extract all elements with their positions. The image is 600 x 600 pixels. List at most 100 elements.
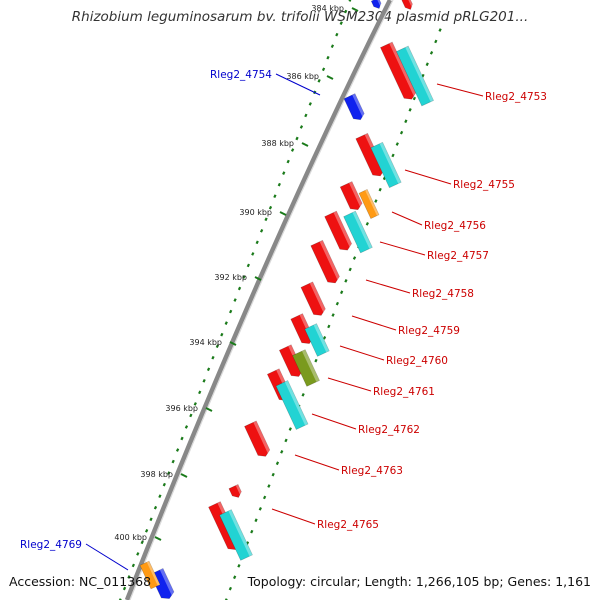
outer-scale-dot — [268, 205, 273, 210]
backbone-arc — [124, 0, 393, 600]
tick-label: 388 kbp — [261, 139, 294, 148]
inner-scale-dot — [378, 187, 382, 192]
gene-blue-block — [343, 93, 366, 121]
tick-label: 390 kbp — [239, 208, 272, 217]
inner-scale-dot — [404, 119, 408, 124]
accession-text: Accession: NC_011368 — [9, 574, 152, 589]
outer-scale-dot — [180, 436, 184, 441]
gene-leader-line — [85, 543, 129, 571]
outer-scale-dot — [140, 540, 144, 545]
gene-red-block — [300, 281, 328, 316]
inner-scale-dot — [391, 153, 395, 158]
tick-mark — [351, 7, 359, 12]
outer-scale-dot — [335, 32, 339, 37]
inner-scale-dot — [327, 324, 331, 329]
inner-scale-dot — [271, 472, 275, 477]
inner-scale-dot — [284, 438, 288, 443]
inner-scale-dot — [408, 108, 412, 112]
tick-mark — [254, 276, 262, 281]
gene-label: Rleg2_4754 — [210, 69, 272, 81]
inner-scale-dot — [233, 575, 237, 580]
gene-cyan-block — [219, 509, 253, 561]
outer-scale-dot — [144, 528, 149, 533]
outer-scale-dot — [118, 598, 122, 600]
outer-scale-dot — [348, 0, 352, 2]
gene-olive-block — [292, 349, 320, 387]
inner-scale-dot — [301, 393, 305, 397]
gene-red-top — [401, 0, 415, 10]
tick-label: 384 kbp — [311, 4, 344, 13]
tick-mark — [326, 75, 334, 80]
inner-scale-dot — [250, 529, 254, 534]
outer-scale-dot — [290, 148, 295, 152]
topology-text: Topology: circular; Length: 1,266,105 bp… — [247, 574, 591, 589]
outer-scale-dot — [326, 55, 330, 60]
gene-cyan-block — [370, 141, 402, 189]
outer-scale-dot — [211, 355, 215, 360]
outer-scale-dot — [175, 448, 180, 452]
inner-scale-dot — [224, 598, 228, 600]
outer-scale-dot — [198, 390, 202, 395]
inner-scale-dot — [434, 39, 438, 44]
tick-label: 394 kbp — [189, 338, 222, 347]
outer-scale-dot — [237, 286, 242, 291]
outer-scale-dot — [242, 275, 246, 279]
outer-scale-dot — [189, 413, 193, 418]
outer-scale-dot — [264, 217, 268, 222]
outer-scale-dot — [282, 171, 286, 175]
inner-scale-dot — [352, 256, 357, 260]
outer-scale-dot — [255, 240, 259, 245]
outer-scale-dot — [220, 332, 224, 337]
tick-label: 400 kbp — [114, 533, 147, 542]
outer-scale-dot — [321, 67, 326, 72]
gene-label: Rleg2_4753 — [485, 91, 547, 103]
outer-scale-dot — [304, 113, 308, 118]
inner-scale-dot — [399, 130, 404, 135]
gene-label: Rleg2_4761 — [373, 386, 435, 398]
outer-scale-dot — [153, 505, 158, 510]
gene-blue-top — [370, 0, 383, 9]
outer-scale-dot — [344, 9, 348, 14]
outer-scale-dot — [167, 471, 171, 475]
tick-mark — [279, 211, 287, 216]
outer-scale-dot — [162, 482, 166, 487]
outer-scale-dot — [184, 425, 189, 429]
outer-scale-dot — [202, 378, 206, 383]
outer-scale-dot — [136, 552, 140, 556]
outer-scale-dot — [127, 575, 131, 579]
gene-leader-line — [436, 83, 484, 97]
outer-scale-dot — [259, 228, 264, 233]
outer-scale-dot — [193, 402, 197, 406]
inner-scale-dot — [344, 279, 348, 283]
outer-scale-dot — [215, 344, 220, 349]
inner-scale-dot — [254, 518, 258, 523]
tick-mark — [229, 341, 237, 346]
gene-leader-line — [351, 315, 397, 331]
outer-scale-dot — [246, 263, 250, 268]
outer-scale-dot — [330, 44, 335, 49]
inner-scale-dot — [314, 358, 318, 363]
gene-red-block — [324, 210, 354, 251]
gene-red-block — [339, 181, 364, 211]
gene-label: Rleg2_4756 — [424, 220, 486, 232]
inner-scale-dot — [438, 28, 442, 32]
inner-scale-dot — [280, 450, 284, 454]
inner-scale-dot — [374, 199, 378, 203]
gene-orange-bottom — [139, 560, 161, 590]
tick-mark — [301, 142, 309, 147]
outer-scale-dot — [149, 517, 153, 522]
gene-label: Rleg2_4758 — [412, 288, 474, 300]
inner-scale-dot — [258, 507, 262, 511]
outer-scale-dot — [229, 309, 233, 314]
inner-scale-dot — [262, 495, 267, 500]
gene-cyan-block — [275, 380, 309, 430]
outer-scale-dot — [286, 159, 290, 164]
gene-label: Rleg2_4755 — [453, 179, 515, 191]
outer-scale-dot — [233, 298, 237, 302]
outer-scale-dot — [295, 136, 299, 141]
tick-mark — [205, 407, 213, 412]
inner-scale-dot — [228, 586, 233, 591]
inner-scale-dot — [365, 222, 369, 226]
gene-leader-line — [379, 241, 426, 256]
